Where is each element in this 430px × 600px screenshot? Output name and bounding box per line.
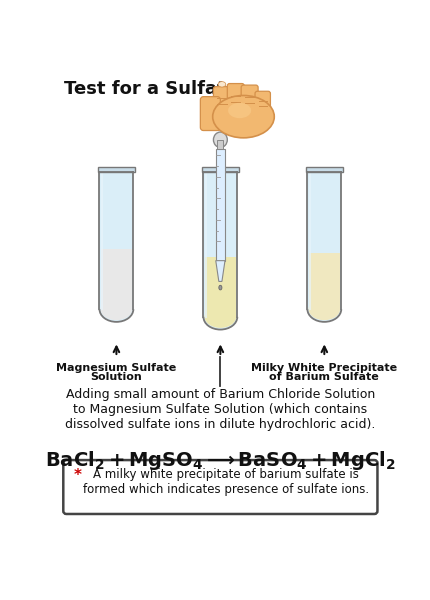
Bar bbox=[202, 167, 239, 172]
Text: *: * bbox=[74, 468, 82, 483]
Bar bbox=[203, 172, 237, 317]
Ellipse shape bbox=[101, 298, 132, 320]
Ellipse shape bbox=[203, 304, 237, 329]
Ellipse shape bbox=[228, 103, 251, 118]
Bar bbox=[309, 253, 340, 309]
Ellipse shape bbox=[218, 82, 226, 87]
FancyBboxPatch shape bbox=[241, 85, 258, 116]
FancyBboxPatch shape bbox=[255, 91, 270, 118]
Bar bbox=[217, 140, 224, 149]
FancyBboxPatch shape bbox=[227, 83, 244, 116]
Text: of Barium Sulfate: of Barium Sulfate bbox=[270, 372, 379, 382]
Ellipse shape bbox=[213, 132, 227, 148]
Ellipse shape bbox=[213, 95, 274, 138]
Text: Milky White Precipitate: Milky White Precipitate bbox=[251, 363, 397, 373]
Polygon shape bbox=[216, 260, 225, 281]
FancyBboxPatch shape bbox=[63, 460, 378, 514]
Ellipse shape bbox=[309, 298, 340, 320]
FancyBboxPatch shape bbox=[200, 97, 220, 131]
Bar bbox=[307, 172, 341, 309]
Ellipse shape bbox=[205, 306, 236, 328]
Ellipse shape bbox=[307, 296, 341, 322]
Text: Magnesium Sulfate: Magnesium Sulfate bbox=[56, 363, 177, 373]
Bar bbox=[99, 172, 133, 309]
Bar bbox=[205, 257, 236, 317]
Text: Test for a Sulfate: Test for a Sulfate bbox=[64, 80, 238, 98]
Text: Adding small amount of Barium Chloride Solution
to Magnesium Sulfate Solution (w: Adding small amount of Barium Chloride S… bbox=[65, 388, 375, 431]
Bar bbox=[98, 167, 135, 172]
Ellipse shape bbox=[99, 296, 133, 322]
Ellipse shape bbox=[219, 285, 222, 290]
Text: $\mathbf{BaCl_2 + MgSO_4 \longrightarrow BaSO_4 + MgCl_2}$: $\mathbf{BaCl_2 + MgSO_4 \longrightarrow… bbox=[45, 449, 396, 472]
Bar bbox=[101, 249, 132, 309]
Bar bbox=[306, 167, 343, 172]
Bar bbox=[216, 149, 225, 260]
Text: Solution: Solution bbox=[91, 372, 142, 382]
Text: A milky white precipitate of barium sulfate is
formed which indicates presence o: A milky white precipitate of barium sulf… bbox=[83, 468, 369, 496]
FancyBboxPatch shape bbox=[213, 86, 230, 116]
